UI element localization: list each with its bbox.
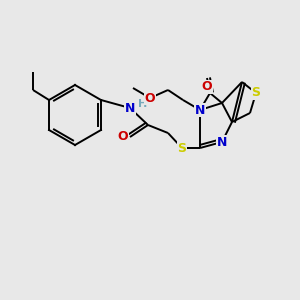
Text: N: N [195,103,205,116]
Text: S: S [178,142,187,154]
Text: O: O [118,130,128,143]
Text: N: N [125,101,135,115]
Text: H: H [138,99,148,109]
Text: O: O [202,80,212,94]
Text: S: S [251,86,260,100]
Text: N: N [217,136,227,148]
Text: O: O [145,92,155,104]
